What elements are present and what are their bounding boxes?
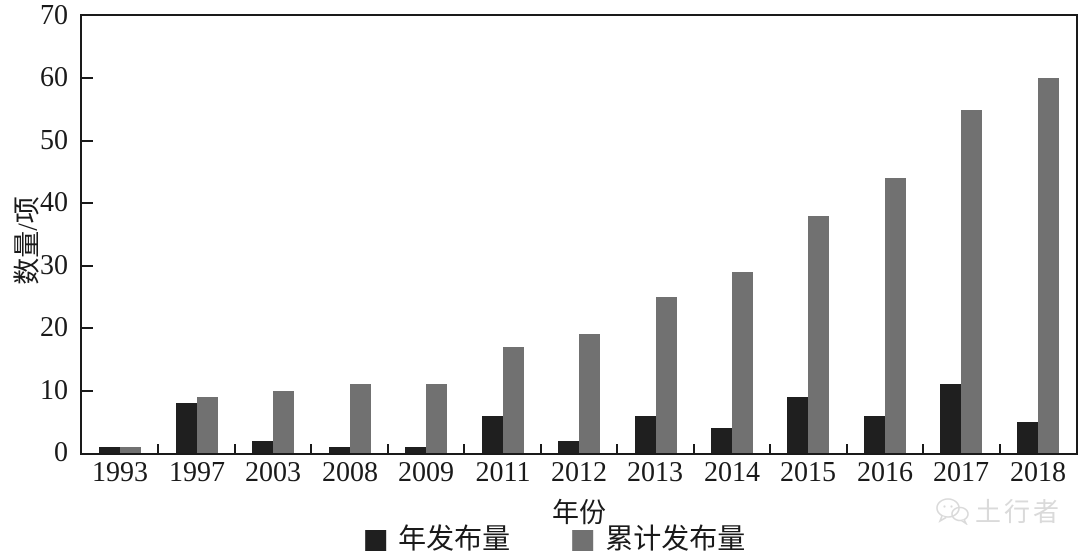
bar-group-2017 [923, 16, 999, 453]
x-tick-label-2013: 2013 [627, 457, 683, 488]
bar-cumulative-2013 [655, 297, 677, 453]
x-tick-label-2018: 2018 [1010, 457, 1066, 488]
x-axis-tick [769, 444, 771, 453]
x-axis-tick [157, 444, 159, 453]
legend: 年发布量 累计发布量 [365, 526, 745, 554]
bar-group-2003 [235, 16, 311, 453]
x-axis-tick [922, 444, 924, 453]
x-axis-tick [616, 444, 618, 453]
bar-cumulative-2016 [884, 178, 906, 453]
y-tick-label-20: 20 [40, 312, 68, 343]
legend-swatch-cumulative [572, 529, 594, 551]
plot-area [80, 14, 1078, 455]
bar-group-2008 [311, 16, 387, 453]
x-tick-label-2016: 2016 [857, 457, 913, 488]
y-tick-label-0: 0 [54, 437, 68, 468]
y-tick-label-50: 50 [40, 125, 68, 156]
x-axis-tick [234, 444, 236, 453]
x-axis-tick [310, 444, 312, 453]
watermark-text: 土行者 [974, 498, 1062, 527]
watermark: 土行者 [935, 492, 1062, 529]
x-axis-tick [540, 444, 542, 453]
bar-group-2013 [617, 16, 693, 453]
y-axis-tick [82, 327, 93, 329]
x-axis-tick [846, 444, 848, 453]
y-tick-label-10: 10 [40, 375, 68, 406]
bar-annual-2017 [940, 384, 962, 453]
bar-group-2015 [770, 16, 846, 453]
y-axis-tick [82, 140, 93, 142]
x-tick-label-2015: 2015 [780, 457, 836, 488]
legend-label-annual: 年发布量 [398, 524, 511, 555]
bar-annual-2015 [787, 397, 809, 453]
x-tick-label-2012: 2012 [551, 457, 607, 488]
x-axis-tick [693, 444, 695, 453]
legend-swatch-annual [365, 529, 387, 551]
x-axis-tick [463, 444, 465, 453]
bar-cumulative-2015 [808, 216, 830, 453]
bar-group-2016 [847, 16, 923, 453]
wechat-icon [936, 497, 969, 525]
bar-annual-2009 [405, 447, 427, 453]
bar-annual-1993 [99, 447, 121, 453]
x-tick-label-1997: 1997 [169, 457, 225, 488]
bar-annual-2014 [710, 428, 732, 453]
x-tick-label-2003: 2003 [245, 457, 301, 488]
bar-annual-1997 [175, 403, 197, 453]
bar-group-2009 [388, 16, 464, 453]
y-tick-label-30: 30 [40, 250, 68, 281]
legend-item-annual: 年发布量 [365, 526, 510, 554]
x-tick-label-1993: 1993 [92, 457, 148, 488]
bar-group-1997 [158, 16, 234, 453]
x-tick-label-2011: 2011 [475, 457, 531, 488]
bar-annual-2008 [328, 447, 350, 453]
bar-annual-2016 [863, 416, 885, 453]
y-tick-label-60: 60 [40, 62, 68, 93]
legend-label-cumulative: 累计发布量 [605, 524, 746, 555]
x-axis-title: 年份 [552, 498, 606, 528]
x-tick-label-2009: 2009 [398, 457, 454, 488]
bar-cumulative-2014 [731, 272, 753, 453]
bar-cumulative-2018 [1037, 78, 1059, 453]
y-tick-label-40: 40 [40, 187, 68, 218]
bar-cumulative-2008 [349, 384, 371, 453]
bar-cumulative-2017 [961, 110, 983, 453]
x-tick-label-2008: 2008 [322, 457, 378, 488]
bar-annual-2013 [634, 416, 656, 453]
bar-cumulative-1993 [120, 447, 142, 453]
bar-cumulative-2012 [579, 334, 601, 453]
x-axis-tick [999, 444, 1001, 453]
x-tick-label-2017: 2017 [933, 457, 989, 488]
bar-group-1993 [82, 16, 158, 453]
y-axis-tick [82, 265, 93, 267]
bar-cumulative-1997 [196, 397, 218, 453]
bar-group-2012 [541, 16, 617, 453]
bar-group-2011 [464, 16, 540, 453]
bar-group-2014 [694, 16, 770, 453]
bar-group-2018 [1000, 16, 1076, 453]
bar-groups-container [82, 16, 1076, 453]
y-axis-tick [82, 202, 93, 204]
x-axis-tick [387, 444, 389, 453]
bar-annual-2011 [481, 416, 503, 453]
y-axis-tick [82, 77, 93, 79]
bar-cumulative-2009 [426, 384, 448, 453]
y-axis-tick [82, 390, 93, 392]
bar-cumulative-2011 [502, 347, 524, 453]
bar-annual-2012 [558, 441, 580, 453]
bar-annual-2018 [1016, 422, 1038, 453]
bar-cumulative-2003 [273, 391, 295, 453]
legend-item-cumulative: 累计发布量 [572, 526, 745, 554]
x-tick-label-2014: 2014 [704, 457, 760, 488]
y-tick-label-70: 70 [40, 0, 68, 31]
bar-annual-2003 [252, 441, 274, 453]
